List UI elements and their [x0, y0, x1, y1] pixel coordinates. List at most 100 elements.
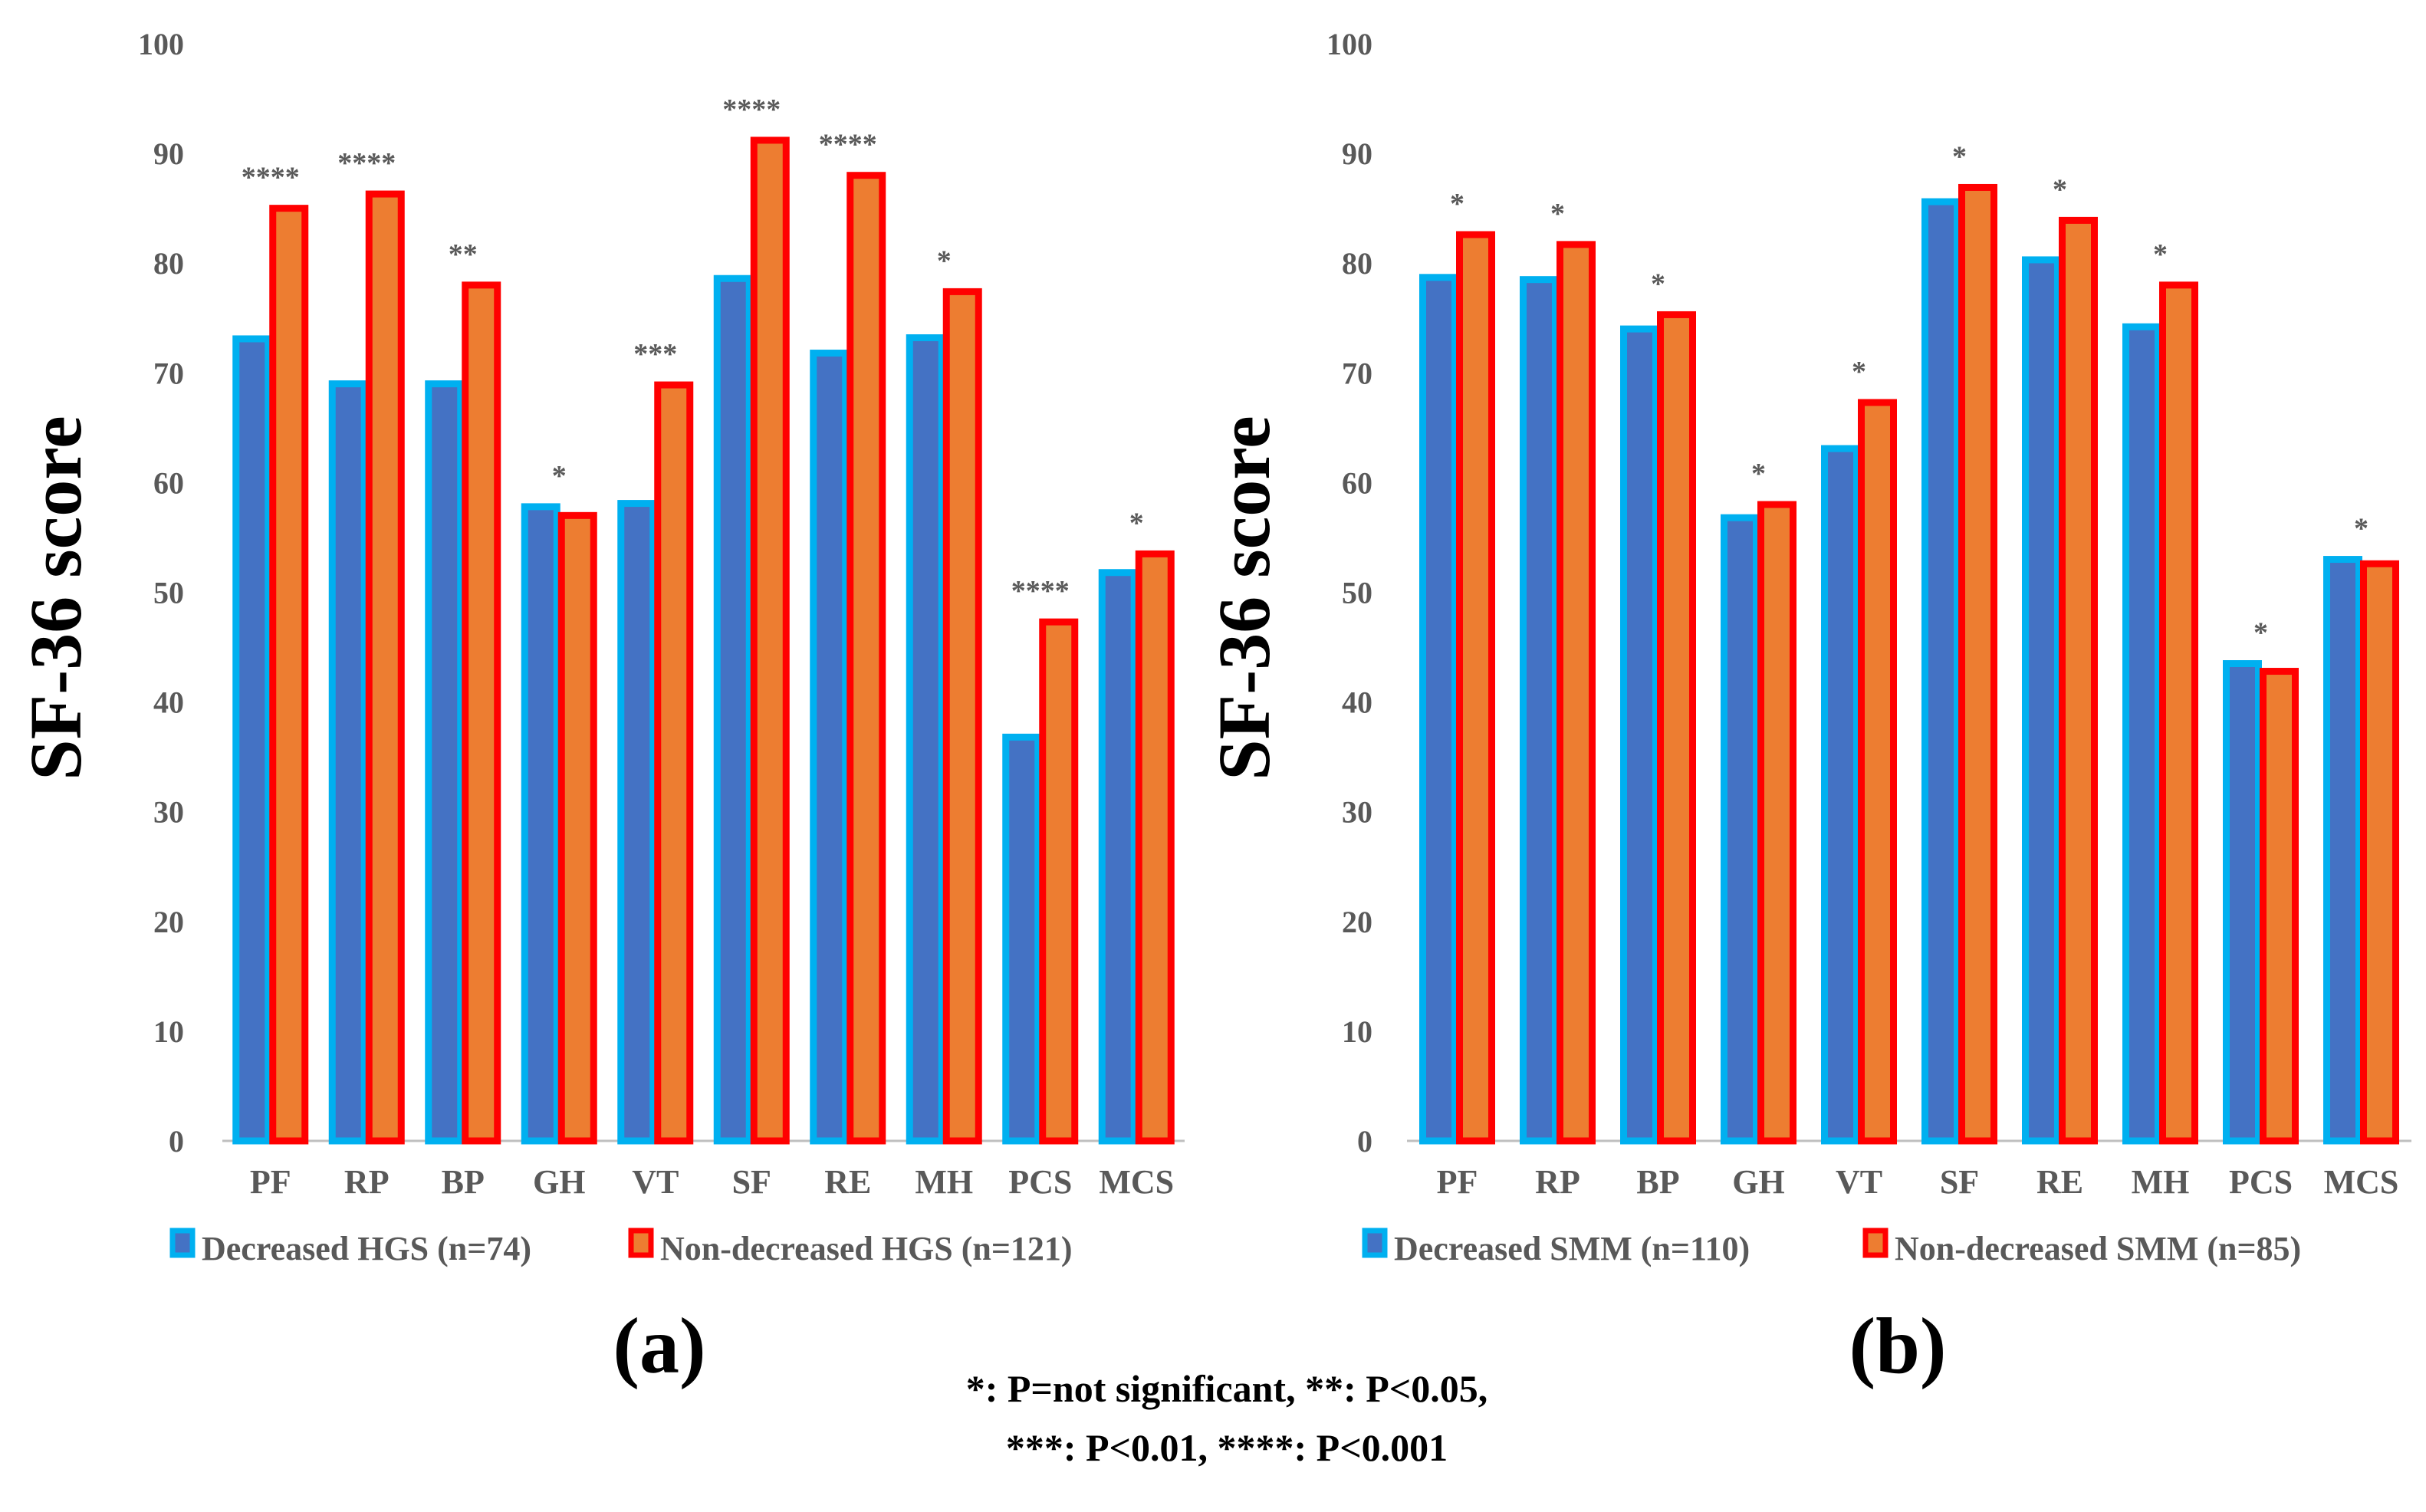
- significance-label: ****: [242, 162, 300, 194]
- y-axis-title: SF-36 score: [1203, 416, 1285, 780]
- y-tick-label: 0: [169, 1124, 184, 1159]
- y-tick-label: 10: [153, 1014, 184, 1049]
- bar-decreased: [2323, 556, 2362, 1145]
- x-tick-label: RE: [824, 1163, 871, 1201]
- significance-label: *: [937, 245, 952, 277]
- significance-label: *: [1129, 507, 1144, 539]
- x-tick-label: MH: [2132, 1163, 2190, 1201]
- significance-label: ****: [337, 147, 396, 179]
- bar-decreased: [713, 274, 753, 1145]
- x-tick-label: PF: [250, 1163, 291, 1201]
- bar-decreased: [810, 350, 850, 1145]
- y-tick-label: 70: [153, 356, 184, 390]
- x-tick-label: BP: [442, 1163, 485, 1201]
- y-tick-label: 80: [1342, 246, 1372, 281]
- significance-label: *: [2153, 238, 2168, 271]
- x-tick-label: BP: [1636, 1163, 1679, 1201]
- y-tick-label: 0: [1357, 1124, 1372, 1159]
- significance-label: *: [2354, 513, 2368, 545]
- bar-decreased: [1721, 514, 1760, 1145]
- significance-label: *: [552, 460, 567, 492]
- y-tick-label: 70: [1342, 356, 1372, 390]
- bar-nondecreased: [1557, 241, 1596, 1145]
- bar-decreased: [1419, 274, 1458, 1145]
- legend-swatch: [1862, 1228, 1889, 1258]
- x-tick-label: PF: [1437, 1163, 1478, 1201]
- y-tick-label: 60: [153, 465, 184, 500]
- significance-label: *: [1751, 458, 1766, 490]
- y-tick-label: 50: [1342, 576, 1372, 610]
- significance-label: *: [1550, 198, 1565, 230]
- bar-decreased: [232, 335, 272, 1145]
- significance-label: *: [1952, 140, 1967, 173]
- bar-nondecreased: [269, 205, 309, 1145]
- bar-nondecreased: [846, 172, 886, 1145]
- bar-decreased: [1620, 325, 1659, 1145]
- bar-nondecreased: [1657, 311, 1696, 1145]
- bar-nondecreased: [1757, 501, 1796, 1145]
- x-tick-label: SF: [1940, 1163, 1979, 1201]
- bar-decreased: [1002, 733, 1042, 1145]
- bar-decreased: [1520, 276, 1559, 1145]
- panel-label: (b): [1849, 1302, 1946, 1390]
- significance-label: ***: [633, 338, 677, 370]
- bar-decreased: [1098, 569, 1138, 1145]
- bar-nondecreased: [750, 136, 790, 1145]
- x-tick-label: MCS: [2324, 1163, 2399, 1201]
- bar-nondecreased: [942, 288, 982, 1145]
- bar-decreased: [617, 500, 657, 1145]
- x-tick-label: GH: [1732, 1163, 1784, 1201]
- y-tick-label: 40: [153, 685, 184, 720]
- legend-swatch: [628, 1228, 654, 1258]
- significance-label: **: [449, 238, 478, 271]
- x-tick-label: RP: [344, 1163, 390, 1201]
- legend-entry: Decreased SMM (n=110): [1394, 1230, 1750, 1267]
- y-tick-label: 20: [1342, 905, 1372, 939]
- y-tick-label: 80: [153, 246, 184, 281]
- bar-decreased: [425, 380, 465, 1145]
- bar-nondecreased: [1858, 399, 1897, 1145]
- legend-entry: Decreased HGS (n=74): [202, 1230, 531, 1267]
- x-tick-label: MCS: [1099, 1163, 1174, 1201]
- bar-nondecreased: [1958, 183, 1997, 1145]
- y-tick-label: 90: [1342, 136, 1372, 171]
- significance-label: ****: [819, 129, 877, 161]
- x-tick-label: MH: [915, 1163, 973, 1201]
- y-tick-label: 30: [153, 795, 184, 830]
- bar-nondecreased: [654, 381, 694, 1145]
- significance-label: *: [1450, 188, 1464, 220]
- significance-label: ****: [722, 94, 781, 126]
- bar-nondecreased: [557, 511, 597, 1145]
- bar-decreased: [906, 334, 945, 1145]
- significance-label: *: [1852, 356, 1866, 388]
- bar-nondecreased: [2360, 560, 2399, 1145]
- y-axis-title: SF-36 score: [15, 416, 97, 780]
- y-tick-label: 20: [153, 905, 184, 939]
- bar-nondecreased: [2059, 216, 2098, 1145]
- y-tick-label: 100: [1326, 27, 1372, 61]
- bar-decreased: [328, 380, 368, 1145]
- significance-label: *: [2053, 173, 2067, 205]
- x-tick-label: VT: [1836, 1163, 1882, 1201]
- bar-decreased: [2223, 660, 2262, 1145]
- x-tick-label: PCS: [2229, 1163, 2293, 1201]
- bar-nondecreased: [1456, 231, 1495, 1145]
- x-tick-label: RE: [2036, 1163, 2083, 1201]
- x-tick-label: GH: [533, 1163, 585, 1201]
- legend-entry: Non-decreased SMM (n=85): [1895, 1230, 2301, 1267]
- bar-nondecreased: [2159, 281, 2198, 1145]
- bar-decreased: [2022, 256, 2061, 1145]
- bar-nondecreased: [1135, 550, 1175, 1145]
- panel-label: (a): [613, 1302, 705, 1390]
- bar-decreased: [1921, 198, 1961, 1145]
- y-tick-label: 10: [1342, 1014, 1372, 1049]
- significance-label: *: [2253, 617, 2268, 649]
- legend-swatch: [1362, 1228, 1388, 1258]
- bar-decreased: [1821, 445, 1860, 1145]
- y-tick-label: 60: [1342, 465, 1372, 500]
- footnote-line-1: *: P=not significant, **: P<0.05,: [966, 1367, 1488, 1410]
- significance-label: *: [1651, 268, 1665, 300]
- bar-decreased: [521, 503, 560, 1145]
